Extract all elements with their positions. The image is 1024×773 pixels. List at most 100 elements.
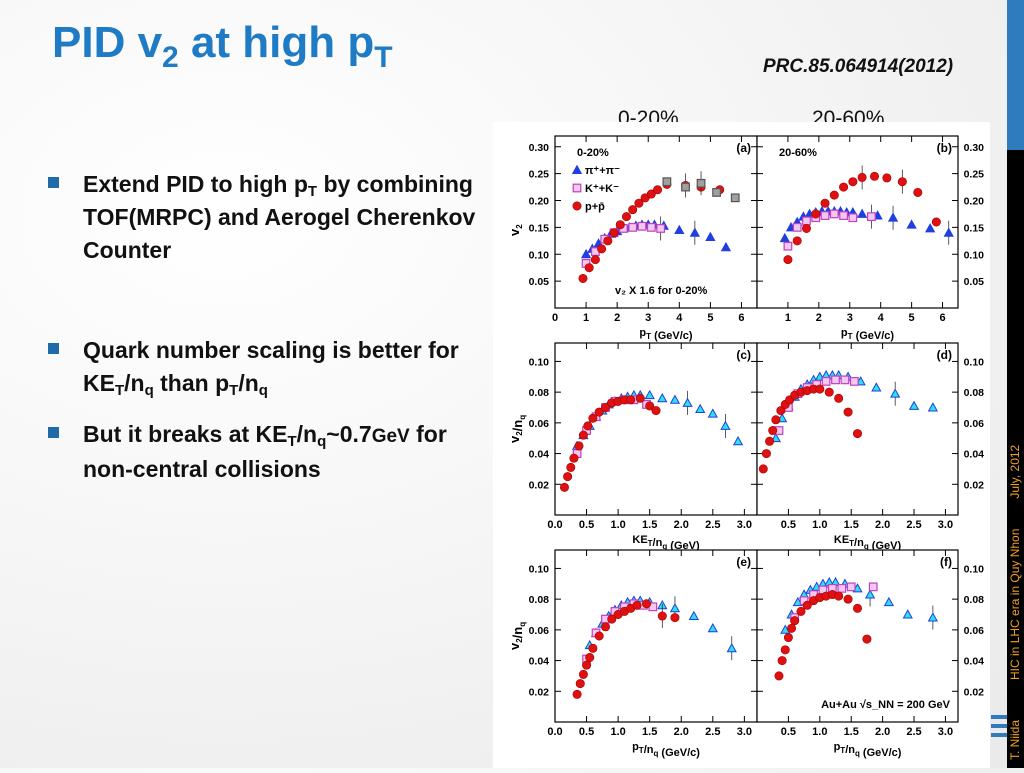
data-point: [783, 255, 793, 265]
y-tick-label: 0.08: [529, 594, 550, 606]
x-tick-label: 2.5: [906, 726, 921, 738]
x-tick-label: 1.5: [642, 726, 657, 738]
data-point: [574, 441, 584, 451]
data-point: [790, 616, 800, 626]
x-tick-label: 2.5: [906, 519, 921, 531]
y-tick-label: 0.02: [964, 479, 985, 491]
x-tick-label: 2.0: [875, 519, 890, 531]
data-point: [594, 631, 604, 641]
slide-title: PID v2 at high pT: [52, 18, 393, 74]
y-tick-label: 0.08: [529, 387, 550, 399]
y-tick-label: 0.10: [529, 249, 550, 261]
data-point: [572, 201, 582, 211]
data-point: [575, 679, 585, 689]
data-point: [688, 610, 700, 620]
x-tick-label: 1.5: [844, 519, 859, 531]
data-point: [689, 227, 700, 237]
data-point: [578, 273, 588, 283]
x-tick-label: 5: [707, 312, 713, 324]
data-point: [868, 582, 878, 592]
data-point: [594, 407, 604, 417]
data-point: [761, 449, 771, 459]
data-point: [637, 221, 647, 231]
data-point: [802, 216, 811, 226]
data-point: [831, 375, 840, 385]
y-tick-label: 0.25: [529, 169, 550, 181]
panel-label: (d): [937, 348, 952, 362]
data-point: [768, 426, 778, 436]
x-tick-label: 3.0: [737, 726, 752, 738]
data-point: [628, 205, 638, 215]
x-axis-label: pT (GeV/c): [841, 327, 895, 342]
plot-frame: [756, 342, 959, 516]
data-point: [646, 222, 656, 232]
data-point: [802, 600, 812, 610]
legend-entry: π⁺+π⁻: [585, 165, 620, 177]
data-point: [792, 236, 802, 246]
sidebar-talk: HIC in LHC era in Quy Nhon: [1008, 528, 1022, 680]
y-tick-label: 0.02: [529, 479, 550, 491]
data-point: [712, 188, 722, 197]
data-point: [588, 413, 598, 423]
data-point: [843, 594, 853, 604]
x-tick-label: 0.5: [579, 726, 594, 738]
data-point: [628, 222, 638, 232]
data-point: [662, 177, 672, 187]
data-point: [584, 263, 594, 273]
data-point: [585, 652, 595, 662]
data-point: [897, 177, 907, 187]
series-pAlt: [662, 171, 740, 203]
series-p: [774, 590, 872, 681]
x-tick-label: 0.5: [781, 726, 796, 738]
data-point: [670, 613, 680, 623]
data-point: [657, 611, 667, 621]
chart-panel-d: 0.5 1.0 1.5 2.0 2.5 3.0 0.02 0.04 0.06 0.08 0.10 KE…: [756, 342, 985, 552]
data-point: [732, 435, 744, 446]
x-tick-label: 1.0: [610, 726, 625, 738]
series-p: [758, 384, 862, 474]
x-tick-label: 1.5: [642, 519, 657, 531]
data-point: [834, 393, 844, 403]
data-point: [783, 633, 793, 643]
figure-area: 0 1 2 3 4 5 6 0.05 0.10 0.15 0.20 0.25 0.30 pT (GeV/c…: [493, 122, 990, 768]
y-axis-label: v2/nq: [507, 415, 527, 443]
data-point: [839, 211, 848, 220]
data-point: [758, 464, 768, 474]
data-point: [864, 589, 876, 599]
plot-frame: [756, 135, 959, 309]
data-point: [796, 606, 806, 616]
centrality-label: 0-20%: [577, 147, 609, 159]
data-point: [870, 171, 880, 181]
panel-label: (c): [736, 348, 751, 362]
y-tick-label: 0.04: [529, 449, 550, 461]
data-point: [771, 415, 781, 425]
x-tick-label: 4: [878, 312, 885, 324]
data-point: [815, 384, 825, 394]
x-tick-label: 3.0: [938, 519, 953, 531]
y-tick-label: 0.06: [964, 418, 985, 430]
data-point: [765, 436, 775, 446]
data-point: [829, 209, 839, 219]
data-point: [849, 376, 859, 386]
x-axis-label: pT/nq (GeV/c): [632, 741, 700, 759]
series-p: [783, 165, 941, 265]
x-tick-label: 2: [614, 312, 620, 324]
x-tick-label: 0.0: [547, 726, 562, 738]
y-tick-label: 0.15: [964, 222, 985, 234]
chart-panel-b: 1 2 3 4 5 6 0.05 0.10 0.15 0.20 0.25 0.30 pT (GeV/c)…: [756, 135, 985, 342]
data-point: [908, 400, 920, 410]
y-tick-label: 0.15: [529, 222, 550, 234]
decorative-bars: [991, 715, 1007, 739]
legend-entry: p+p̄: [585, 201, 605, 213]
bullet-square-icon: [48, 343, 59, 354]
chart-panel-f: 0.5 1.0 1.5 2.0 2.5 3.0 0.02 0.04 0.06 0.08 0.10 pT…: [756, 549, 985, 759]
y-tick-label: 0.08: [964, 594, 985, 606]
data-point: [590, 255, 600, 265]
x-tick-label: 2.5: [705, 726, 720, 738]
data-point: [857, 172, 867, 182]
data-point: [566, 462, 576, 472]
data-point: [603, 236, 613, 246]
y-axis-label: v2: [507, 224, 524, 236]
data-point: [839, 182, 849, 192]
